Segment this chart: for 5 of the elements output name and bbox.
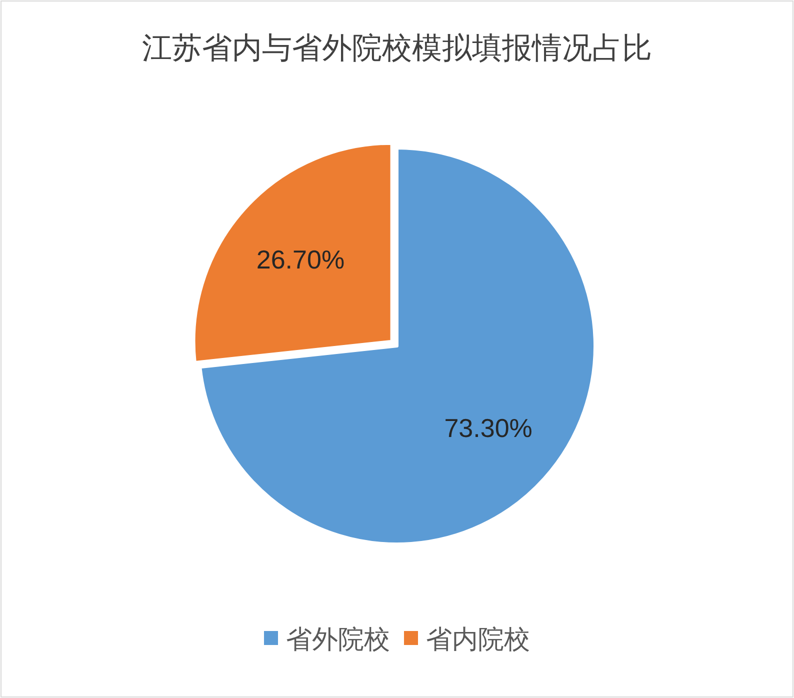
data-label: 26.70% <box>256 244 345 274</box>
legend-label: 省外院校 <box>286 624 390 654</box>
data-label: 73.30% <box>444 413 532 444</box>
chart-title: 江苏省内与省外院校模拟填报情况占比 <box>142 32 652 65</box>
legend-label: 省内院校 <box>426 624 530 654</box>
